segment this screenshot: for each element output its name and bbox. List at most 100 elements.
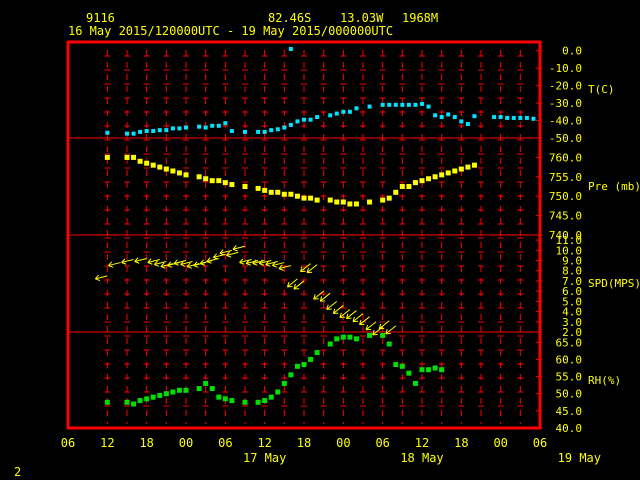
pressure-point <box>216 178 222 184</box>
wind-arrow <box>252 259 265 266</box>
wind-arrow-head <box>147 258 152 263</box>
temp-point <box>210 123 215 128</box>
pressure-point <box>412 180 418 186</box>
rh-point <box>222 396 228 402</box>
rh-point <box>144 396 150 402</box>
wind-arrow <box>345 310 357 320</box>
wind-arrow-head <box>134 257 139 262</box>
wind-arrow-shaft <box>180 261 193 266</box>
wind-arrow-head <box>245 263 251 266</box>
rh-point <box>216 394 222 400</box>
wind-arrow-head <box>186 262 191 267</box>
wind-arrow-head <box>121 258 126 263</box>
pressure-point <box>288 191 294 197</box>
rh-point <box>334 336 340 342</box>
rh-point <box>275 389 281 395</box>
temp-point <box>282 125 287 130</box>
time-range: 16 May 2015/120000UTC - 19 May 2015/0000… <box>68 24 394 38</box>
wind-arrow-shaft <box>134 257 147 262</box>
temp-point <box>380 102 385 107</box>
wind-arrow <box>108 261 121 268</box>
x-tick-label: 12 <box>415 436 429 450</box>
wind-arrow-head <box>108 261 113 266</box>
temp-point <box>387 102 392 107</box>
temp-point <box>459 119 464 124</box>
rh-point <box>386 341 392 347</box>
pressure-point <box>104 154 110 160</box>
temp-point <box>498 115 503 120</box>
rh-point <box>399 363 405 369</box>
wind-arrow-head <box>239 262 245 265</box>
wind-arrow-head <box>153 260 159 265</box>
rh-point <box>367 332 373 338</box>
temp-point <box>446 112 451 117</box>
temp-point <box>177 126 182 131</box>
pressure-point <box>458 166 464 172</box>
wind-arrow-head <box>272 265 278 268</box>
temp-point <box>505 115 510 120</box>
y-tick-label: 755.0 <box>549 171 582 184</box>
wind-arrow-head <box>306 267 310 273</box>
y-tick-label: 2.0 <box>562 326 582 339</box>
pressure-point <box>347 201 353 207</box>
latitude: 82.46S <box>268 11 312 25</box>
temp-point <box>144 129 149 134</box>
wind-arrow-head <box>326 304 329 310</box>
wind-arrow-head <box>232 245 237 250</box>
x-tick-label: 00 <box>336 436 350 450</box>
rh-point <box>262 398 268 404</box>
y-tick-label: 745.0 <box>549 210 582 223</box>
temp-point <box>413 102 418 107</box>
temp-point <box>393 102 398 107</box>
wind-arrow-head <box>385 328 388 335</box>
wind-arrow-shaft <box>245 260 259 265</box>
wind-arrow-head <box>258 259 263 264</box>
rh-point <box>412 380 418 386</box>
wind-arrow-shaft <box>232 245 246 250</box>
wind-arrow-head <box>226 254 232 258</box>
pressure-point <box>314 197 320 203</box>
wind-arrow-head <box>160 262 165 267</box>
temp-point <box>157 128 162 133</box>
wind-arrow-head <box>226 251 231 256</box>
wind-arrow-head <box>252 259 257 264</box>
y-tick-label: 40.0 <box>556 422 583 435</box>
rh-point <box>353 336 359 342</box>
wind-arrow-head <box>259 263 265 266</box>
pressure-point <box>340 199 346 205</box>
y-tick-label: 4.0 <box>562 306 582 319</box>
x-tick-label: 18 <box>297 436 311 450</box>
temp-point <box>367 104 372 109</box>
x-tick-label: 18 <box>139 436 153 450</box>
pressure-point <box>308 195 314 201</box>
wind-arrow <box>300 263 311 273</box>
temp-point <box>433 113 438 118</box>
temp-point <box>269 128 274 133</box>
wind-arrow <box>258 259 272 266</box>
rh-point <box>393 362 399 368</box>
wind-arrow-head <box>180 260 185 265</box>
y-tick-label: 10.0 <box>556 244 583 257</box>
pressure-point <box>399 184 405 189</box>
pressure-point <box>452 168 458 174</box>
temp-point <box>229 129 234 134</box>
rh-point <box>308 356 314 362</box>
wind-arrow-head <box>108 265 114 268</box>
pressure-point <box>255 185 261 191</box>
x-tick-label: 12 <box>100 436 114 450</box>
rh-point <box>268 394 274 400</box>
rh-point <box>170 389 176 395</box>
temp-point <box>465 122 470 127</box>
rh-point <box>432 365 438 371</box>
rh-point <box>163 391 169 397</box>
temp-point <box>315 115 320 120</box>
temp-point <box>197 124 202 129</box>
wind-arrow-head <box>278 264 283 269</box>
wind-arrow-shaft <box>287 278 298 288</box>
pressure-point <box>196 174 202 180</box>
wind-arrow <box>378 320 390 330</box>
pressure-point <box>439 172 445 178</box>
wind-arrow-head <box>147 262 153 265</box>
wind-arrow <box>319 292 331 302</box>
y-tick-label: 8.0 <box>562 265 582 278</box>
